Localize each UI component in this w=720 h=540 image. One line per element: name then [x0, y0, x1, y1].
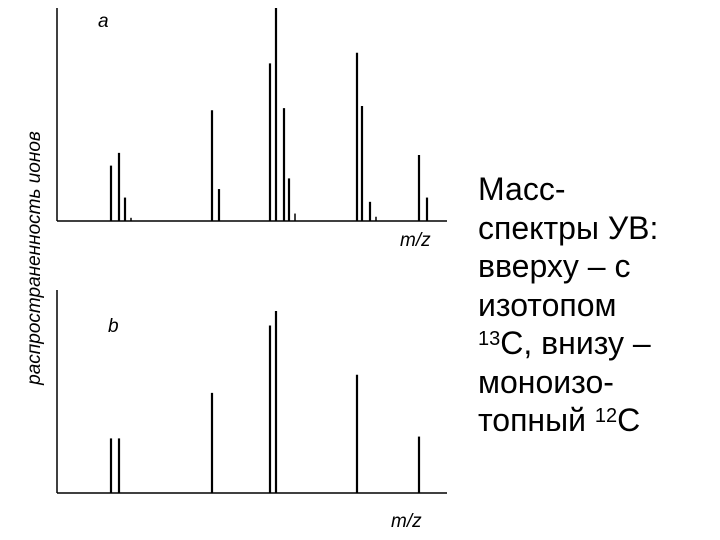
figure-caption: Масс- спектры УВ: вверху – с изотопом 13… [478, 170, 714, 440]
caption-line-5: 13С, внизу – [478, 324, 714, 363]
bars-b [109, 311, 421, 493]
spectrum-panel-a: a m/z [56, 8, 447, 251]
spectrum-panel-b: b m/z [56, 290, 447, 532]
caption-line-7-text: топный [478, 402, 595, 438]
isotope-13-superscript: 13 [478, 328, 501, 350]
caption-line-3: вверху – с [478, 248, 631, 284]
x-axis-label-b: m/z [391, 511, 422, 532]
caption-line-5-text: С, внизу – [500, 325, 651, 361]
panel-label-b: b [108, 316, 119, 337]
caption-line-7-end: С [617, 402, 641, 438]
caption-line-4: изотопом [478, 286, 617, 323]
caption-line-7: топный 12С [478, 401, 714, 440]
panel-label-a: a [98, 11, 109, 32]
caption-line-1: Масс- [478, 171, 566, 207]
caption-line-2: спектры УВ: [478, 209, 659, 246]
x-axis-label-a: m/z [400, 230, 431, 251]
isotope-12-superscript: 12 [594, 405, 618, 427]
y-axis-label: распространенность ионов [24, 131, 45, 386]
caption-line-6: моноизо- [478, 363, 614, 400]
bars-a [109, 8, 429, 221]
